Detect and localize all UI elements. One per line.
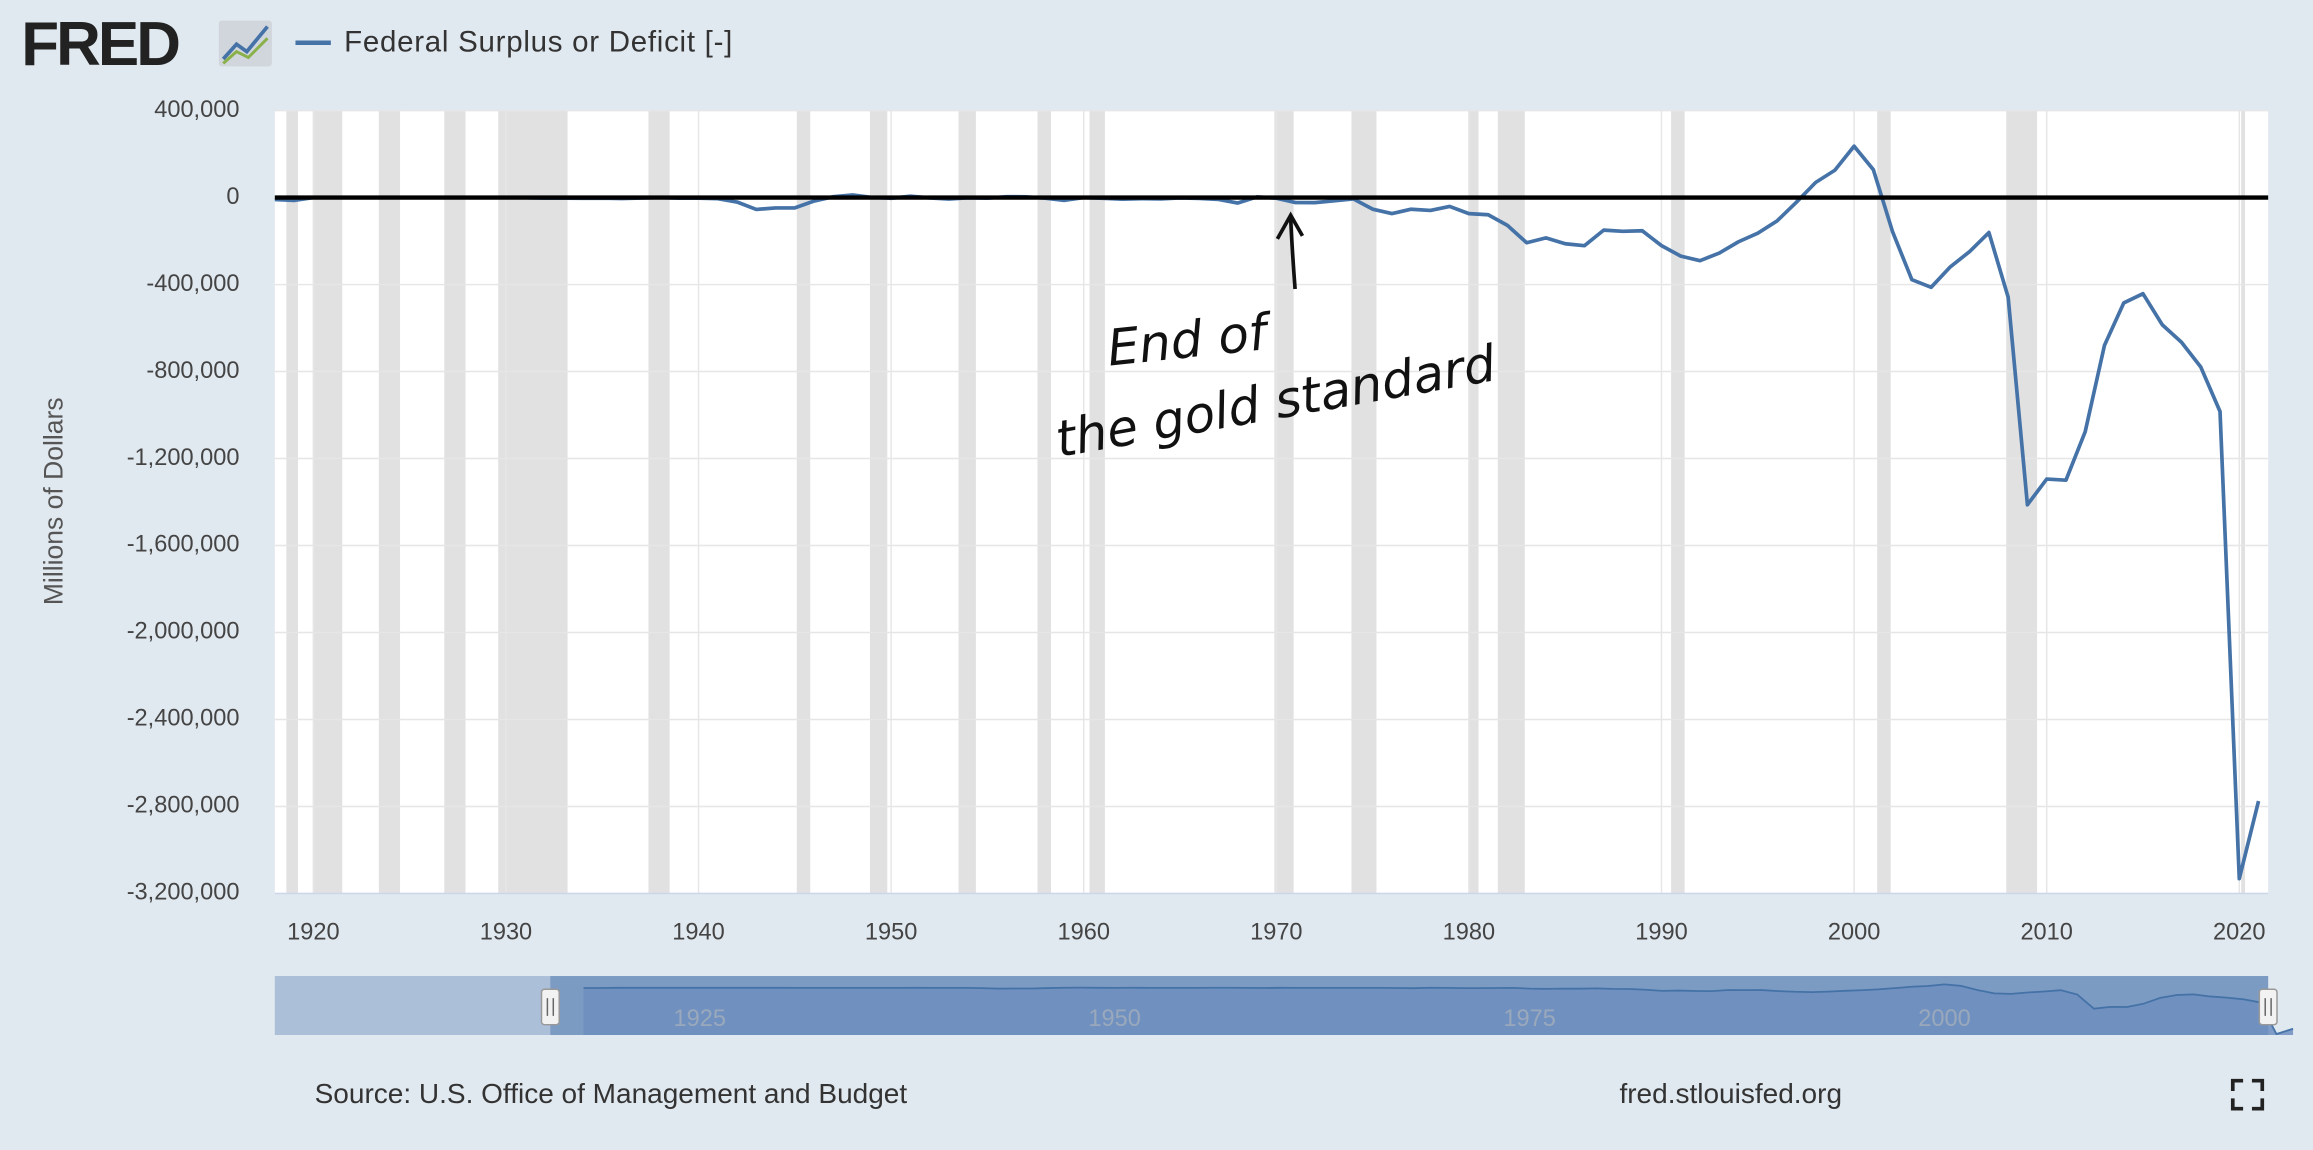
recession-band — [313, 110, 343, 894]
fullscreen-icon[interactable] — [2230, 1078, 2265, 1111]
handle-grip — [2264, 998, 2272, 1016]
navigator-tick-label: 1950 — [1088, 1005, 1140, 1031]
y-axis-label: Millions of Dollars — [39, 397, 69, 605]
x-tick-label: 1960 — [1057, 919, 1109, 945]
y-tick-label: -1,600,000 — [127, 531, 240, 557]
recession-band — [1274, 110, 1294, 894]
x-tick-label: 1980 — [1443, 919, 1495, 945]
x-tick-label: 1990 — [1635, 919, 1687, 945]
y-tick-label: -3,200,000 — [127, 879, 240, 905]
plot-area — [274, 110, 2269, 894]
navigator-tick-label: 1925 — [673, 1005, 725, 1031]
recession-band — [2006, 110, 2038, 894]
y-tick-label: 0 — [226, 183, 239, 209]
recession-band — [1351, 110, 1377, 894]
recession-band — [1468, 110, 1479, 894]
x-tick-label: 1920 — [287, 919, 339, 945]
recession-band — [444, 110, 466, 894]
x-tick-label: 1930 — [480, 919, 532, 945]
recession-band — [498, 110, 568, 894]
recession-band — [286, 110, 298, 894]
recession-band — [2241, 110, 2246, 894]
recession-band — [958, 110, 976, 894]
x-tick-label: 2010 — [2020, 919, 2072, 945]
y-tick-label: -2,000,000 — [127, 618, 240, 644]
recession-band — [796, 110, 811, 894]
recession-band — [648, 110, 670, 894]
y-tick-label: -400,000 — [146, 270, 239, 296]
recession-band — [1089, 110, 1105, 894]
site-link[interactable]: fred.stlouisfed.org — [1619, 1078, 1842, 1109]
handle-grip — [546, 998, 555, 1016]
recession-band — [869, 110, 888, 894]
y-tick-label: -800,000 — [146, 357, 239, 383]
navigator-handle[interactable] — [540, 988, 560, 1026]
recession-band — [1671, 110, 1685, 894]
x-tick-label: 1970 — [1250, 919, 1302, 945]
legend-label[interactable]: Federal Surplus or Deficit [-] — [344, 26, 733, 59]
recession-band — [1037, 110, 1051, 894]
recession-band — [1497, 110, 1525, 894]
navigator-line — [583, 983, 2294, 1036]
y-tick-label: 400,000 — [154, 96, 239, 122]
x-tick-label: 1950 — [865, 919, 917, 945]
navigator-selection — [550, 976, 2269, 1035]
navigator-tick-label: 2000 — [1918, 1005, 1970, 1031]
navigator-unselected — [274, 976, 551, 1035]
logo-icon — [218, 20, 272, 67]
handle-box — [2258, 988, 2278, 1026]
x-tick-label: 2020 — [2213, 919, 2265, 945]
recession-band — [1877, 110, 1891, 894]
y-tick-label: -1,200,000 — [127, 444, 240, 470]
y-tick-label: -2,800,000 — [127, 792, 240, 818]
logo[interactable]: FRED — [21, 10, 182, 79]
handle-box — [540, 988, 560, 1026]
navigator-handle[interactable] — [2258, 988, 2278, 1026]
source: Source: U.S. Office of Management and Bu… — [315, 1078, 908, 1109]
navigator-tick-label: 1975 — [1503, 1005, 1555, 1031]
navigator-area — [583, 984, 2294, 1035]
recession-band — [378, 110, 401, 894]
x-tick-label: 2000 — [1828, 919, 1880, 945]
y-tick-label: -2,400,000 — [127, 705, 240, 731]
x-tick-label: 1940 — [672, 919, 724, 945]
annotation-arrow — [1275, 211, 1305, 290]
